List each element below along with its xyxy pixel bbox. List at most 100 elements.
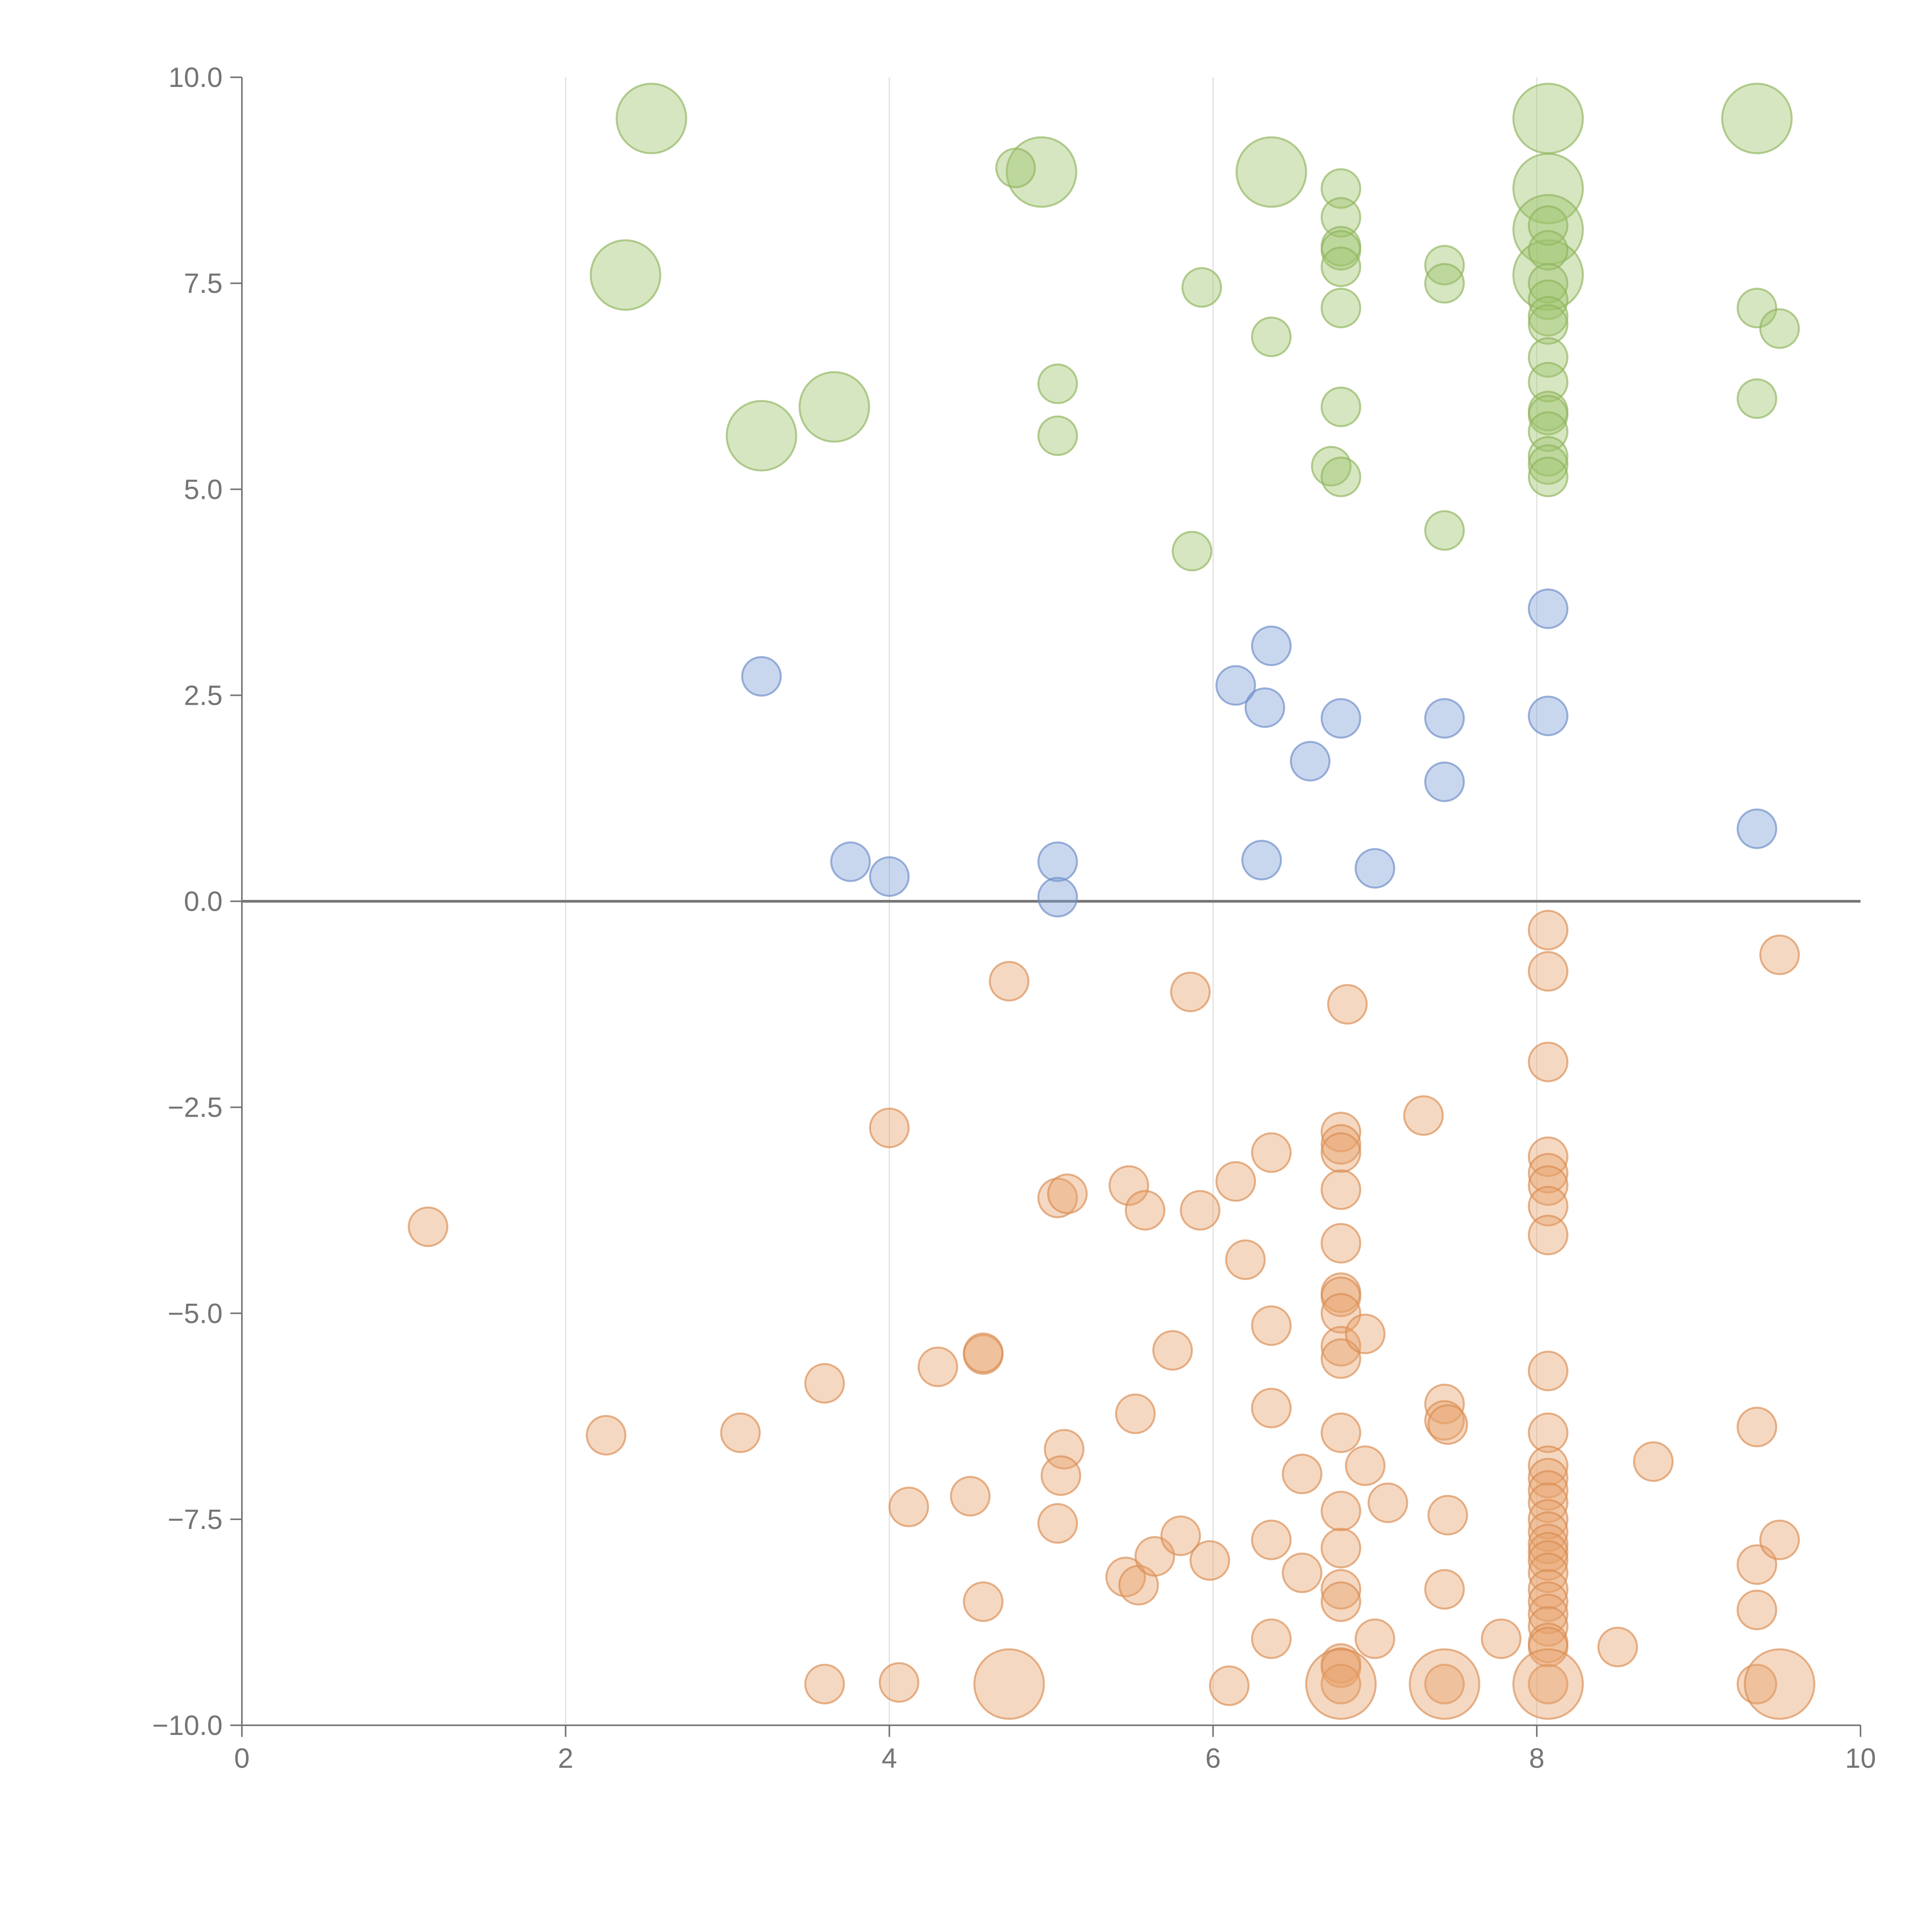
data-point-orange (1105, 1556, 1146, 1597)
data-point-orange (1041, 1455, 1082, 1496)
data-point-orange (1320, 1276, 1361, 1317)
x-tick-label: 10 (1845, 1743, 1876, 1774)
data-point-orange (1047, 1173, 1088, 1214)
data-point-orange (963, 1332, 1004, 1373)
data-point-orange (1424, 1383, 1465, 1424)
data-point-orange (1481, 1618, 1522, 1659)
data-point-orange (1345, 1313, 1386, 1354)
data-point-blue (1037, 841, 1078, 882)
data-point-orange (1528, 1165, 1569, 1206)
y-tick-label: −10.0 (152, 1710, 223, 1741)
data-point-green (1736, 378, 1777, 419)
data-point-orange (1320, 1581, 1361, 1622)
data-point-green (1320, 246, 1361, 287)
data-point-orange (1225, 1239, 1266, 1280)
data-point-orange (950, 1476, 991, 1517)
data-point-orange (1367, 1482, 1408, 1523)
data-point-green (1251, 316, 1292, 357)
data-point-orange (1251, 1388, 1292, 1429)
data-point-orange (1320, 1132, 1361, 1173)
data-point-orange (1528, 1470, 1569, 1511)
data-point-blue (1241, 840, 1282, 881)
data-point-green (1528, 456, 1569, 497)
data-point-green (1424, 510, 1465, 551)
data-point-orange (1528, 1214, 1569, 1255)
data-point-green (1005, 136, 1077, 208)
data-point-green (1181, 267, 1222, 308)
data-point-orange (1037, 1503, 1078, 1544)
data-point-green (1320, 287, 1361, 328)
data-point-orange (1209, 1665, 1250, 1706)
data-point-orange (1528, 951, 1569, 992)
data-point-green (1528, 304, 1569, 345)
data-point-blue (741, 656, 782, 697)
data-point-blue (1736, 808, 1777, 849)
data-point-green (1424, 245, 1465, 286)
data-point-orange (1320, 1124, 1361, 1165)
data-point-blue (1424, 698, 1465, 739)
data-point-orange (1282, 1552, 1323, 1593)
data-point-green (1759, 308, 1800, 349)
data-point-blue (1037, 877, 1078, 918)
data-point-green (798, 371, 870, 443)
data-point-green (1320, 456, 1361, 497)
data-point-orange (1597, 1626, 1638, 1667)
data-point-orange (1320, 1223, 1361, 1264)
x-tick-label: 0 (234, 1743, 250, 1774)
data-point-green (1320, 168, 1361, 209)
data-point-orange (1403, 1095, 1444, 1136)
data-point-orange (1528, 1532, 1569, 1573)
data-point-orange (1109, 1165, 1150, 1206)
data-point-green (1235, 136, 1307, 208)
data-point-orange (888, 1486, 929, 1527)
data-point-orange (1528, 1482, 1569, 1523)
data-point-green (1721, 83, 1793, 155)
data-point-orange (1320, 1569, 1361, 1610)
data-point-green (1320, 386, 1361, 427)
data-point-orange (1305, 1648, 1377, 1720)
data-point-green (1736, 287, 1777, 328)
data-point-green (1528, 279, 1569, 320)
y-tick-label: 0.0 (184, 886, 223, 917)
x-tick-label: 8 (1529, 1743, 1544, 1774)
data-point-orange (1251, 1305, 1292, 1346)
data-point-blue (1424, 761, 1465, 802)
data-point-orange (869, 1107, 910, 1148)
data-point-green (1424, 263, 1465, 304)
data-point-orange (1354, 1618, 1395, 1659)
data-point-orange (1528, 1186, 1569, 1227)
data-point-orange (1320, 1412, 1361, 1453)
data-point-orange (963, 1581, 1004, 1622)
x-tick-label: 2 (558, 1743, 573, 1774)
data-point-orange (1736, 1406, 1777, 1447)
data-point-orange (1124, 1190, 1165, 1231)
data-point-orange (1320, 1112, 1361, 1153)
data-point-orange (1427, 1495, 1468, 1536)
data-point-orange (1633, 1441, 1674, 1482)
data-point-orange (1320, 1326, 1361, 1367)
data-point-green (726, 400, 798, 472)
data-point-green (1528, 411, 1569, 452)
data-point-green (1512, 83, 1584, 155)
data-point-orange (1528, 1412, 1569, 1453)
y-tick-label: 5.0 (184, 474, 223, 505)
data-point-orange (1736, 1663, 1777, 1704)
data-point-orange (1528, 1524, 1569, 1565)
data-point-orange (804, 1663, 845, 1704)
data-point-green (1172, 531, 1213, 571)
y-tick-label: −2.5 (168, 1092, 223, 1123)
data-point-orange (408, 1206, 449, 1247)
data-point-orange (1528, 1606, 1569, 1647)
data-point-orange (1320, 1528, 1361, 1569)
data-point-orange (1759, 1519, 1800, 1560)
data-point-orange (1251, 1132, 1292, 1173)
data-point-orange (1320, 1663, 1361, 1704)
x-tick-label: 4 (882, 1743, 897, 1774)
data-point-orange (1320, 1169, 1361, 1210)
data-point-orange (1115, 1393, 1156, 1434)
data-point-orange (1744, 1648, 1816, 1720)
data-point-orange (1320, 1293, 1361, 1334)
data-point-orange (1528, 1626, 1569, 1667)
labels-layer: 0 2 4 6 8 10 10.0 7.5 5.0 2.5 0.0 −2.5 −5.0 −7.5 −10.0 (152, 62, 1876, 1774)
data-point-orange (1528, 1594, 1569, 1634)
